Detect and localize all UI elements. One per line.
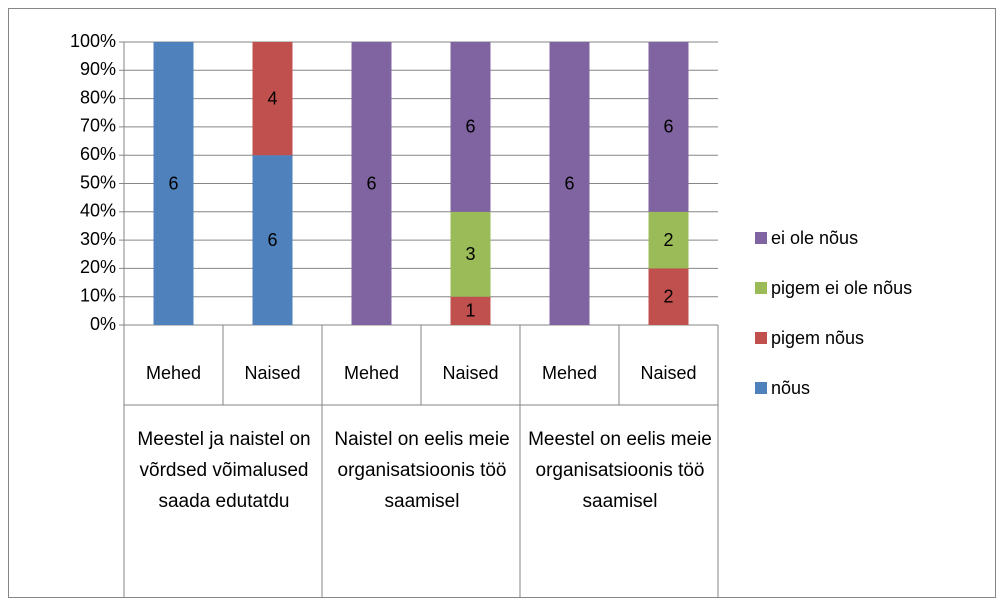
y-tick-label: 70% (80, 116, 116, 136)
y-tick-label: 30% (80, 229, 116, 249)
y-tick-label: 20% (80, 257, 116, 277)
bar-segment (252, 155, 293, 325)
y-tick-label: 50% (80, 172, 116, 192)
data-label: 2 (663, 286, 673, 306)
data-label: 6 (465, 117, 475, 137)
bar-segment (648, 42, 689, 212)
data-label: 3 (465, 244, 475, 264)
legend-swatch (755, 232, 767, 244)
bar-segment (450, 211, 491, 297)
y-tick-label: 40% (80, 201, 116, 221)
legend-swatch (755, 332, 767, 344)
bar-segment (648, 268, 689, 325)
bar-segment (450, 42, 491, 212)
legend-label: pigem ei ole nõus (771, 278, 912, 298)
x-tick-label: Naised (442, 363, 498, 383)
bar-segment (153, 42, 194, 325)
data-label: 6 (267, 230, 277, 250)
group-label: Naistel on eelis meie organisatsioonis t… (334, 429, 510, 512)
data-label: 6 (168, 173, 178, 193)
x-tick-label: Naised (640, 363, 696, 383)
group-label: Meestel ja naistel on võrdsed võimalused… (137, 429, 311, 512)
x-tick-label: Mehed (146, 363, 201, 383)
chart-border (8, 8, 996, 598)
bar-segment (648, 211, 689, 269)
bar-segment (549, 42, 590, 325)
data-label: 6 (366, 173, 376, 193)
y-tick-label: 10% (80, 285, 116, 305)
y-tick-label: 100% (70, 31, 116, 51)
y-tick-label: 80% (80, 87, 116, 107)
legend-swatch (755, 282, 767, 294)
legend-label: pigem nõus (771, 328, 864, 348)
data-label: 2 (663, 230, 673, 250)
x-tick-label: Mehed (542, 363, 597, 383)
legend-label: ei ole nõus (771, 228, 858, 248)
y-tick-label: 0% (90, 314, 116, 334)
bar-segment (252, 42, 293, 156)
x-tick-label: Mehed (344, 363, 399, 383)
group-label: Meestel on eelis meie organisatsioonis t… (528, 429, 712, 512)
data-label: 6 (564, 173, 574, 193)
y-tick-label: 90% (80, 59, 116, 79)
legend-label: nõus (771, 378, 810, 398)
bar-segment (450, 296, 491, 325)
data-label: 6 (663, 117, 673, 137)
data-label: 1 (465, 301, 475, 321)
bar-segment (351, 42, 392, 325)
y-tick-label: 60% (80, 144, 116, 164)
legend-swatch (755, 382, 767, 394)
data-label: 4 (267, 88, 277, 108)
x-tick-label: Naised (244, 363, 300, 383)
